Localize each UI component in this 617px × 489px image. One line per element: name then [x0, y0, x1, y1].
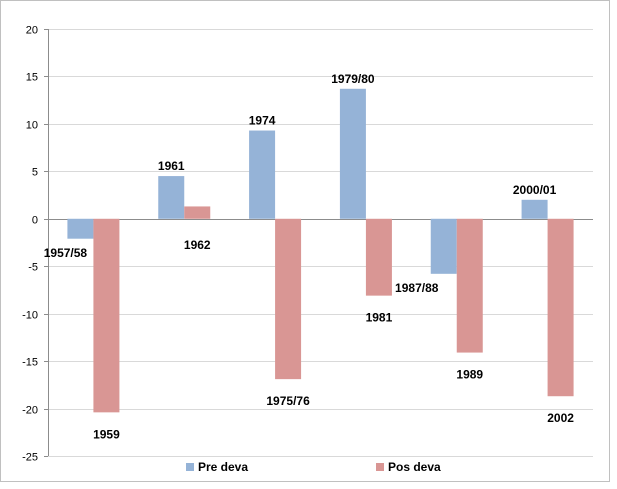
bar-pre-1961	[158, 176, 185, 219]
bar-pre-1979-80	[339, 88, 366, 219]
data-label-pre: 1961	[158, 159, 185, 173]
bars-layer	[67, 88, 574, 413]
y-tick-label: 20	[26, 25, 38, 37]
y-tick-label: -5	[28, 262, 38, 274]
y-tick-label: 0	[32, 215, 38, 227]
legend-swatch-pre	[186, 463, 194, 471]
data-label-pos: 1962	[184, 238, 211, 252]
bar-pos-2002	[547, 218, 574, 397]
y-tick-label: -15	[22, 357, 38, 369]
bar-pos-1981	[365, 218, 392, 296]
data-label-pos: 1989	[456, 368, 483, 382]
data-label-pre: 1974	[249, 114, 276, 128]
data-labels-layer: 1957/58 1959 1961 1962 1974 1975/76 1979/80 198…	[44, 72, 575, 442]
y-tick-label: -20	[22, 405, 38, 417]
y-tick-label: 5	[32, 167, 38, 179]
bar-pos-1989	[456, 218, 483, 353]
legend-label-pre: Pre deva	[198, 460, 248, 474]
legend-label-pos: Pos deva	[388, 460, 441, 474]
bar-pre-2000-01	[521, 199, 548, 219]
y-tick-label: -25	[22, 452, 38, 464]
grid-layer: 20 15 10 5 0 -5 -10 -15 -20 -25	[22, 25, 593, 464]
bar-pos-1959	[93, 218, 120, 413]
bar-pre-1987-88	[430, 218, 457, 274]
data-label-pre: 2000/01	[513, 183, 557, 197]
bar-pos-1975-76	[275, 218, 302, 380]
y-tick-label: 15	[26, 72, 38, 84]
data-label-pre: 1957/58	[44, 246, 88, 260]
data-label-pre: 1979/80	[331, 72, 375, 86]
y-tick-label: 10	[26, 120, 38, 132]
legend: Pre deva Pos deva	[186, 460, 441, 474]
bar-pos-1962	[184, 206, 211, 219]
bar-pre-1974	[249, 130, 276, 219]
legend-swatch-pos	[376, 463, 384, 471]
data-label-pos: 1981	[366, 311, 393, 325]
data-label-pos: 2002	[547, 411, 574, 425]
data-label-pos: 1975/76	[266, 394, 310, 408]
data-label-pre: 1987/88	[395, 281, 439, 295]
data-label-pos: 1959	[93, 427, 120, 441]
y-tick-label: -10	[22, 310, 38, 322]
bar-pre-1957-58	[67, 218, 94, 239]
